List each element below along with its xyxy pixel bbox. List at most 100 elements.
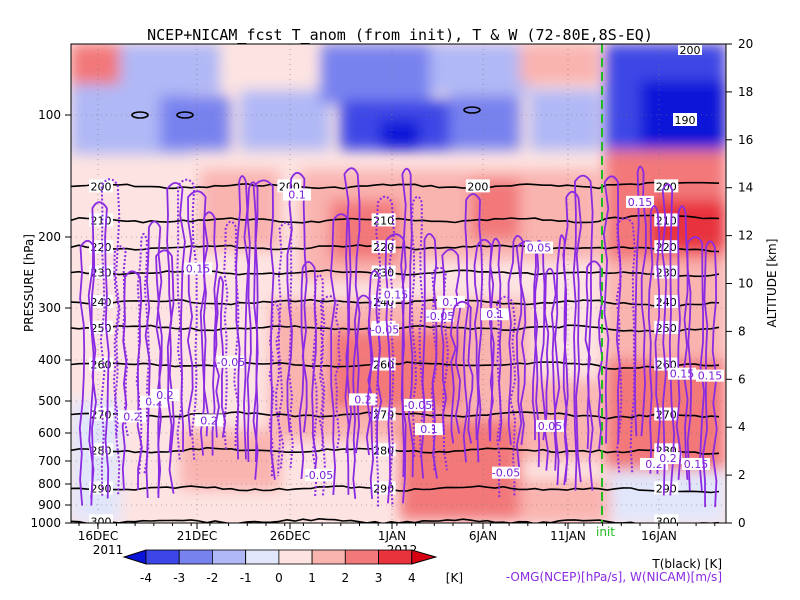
altitude-tick-label: 2 <box>738 468 746 482</box>
vertical-motion-contour <box>647 205 661 474</box>
isotherm-label: 290 <box>656 482 677 495</box>
vertical-motion-contour <box>400 167 415 478</box>
w-contour-label: 0.15 <box>698 370 723 383</box>
w-contour-label: -0.05 <box>217 356 245 369</box>
w-contour-label: 0.15 <box>684 458 709 471</box>
isotherm-label: 200 <box>656 180 677 193</box>
vertical-motion-contour <box>495 295 517 498</box>
w-contour-label: 0.15 <box>670 368 695 381</box>
isotherm-label: 230 <box>656 267 677 280</box>
isotherm-label: 300 <box>656 515 677 528</box>
vertical-motion-contour <box>374 195 396 507</box>
vertical-motion-contour <box>268 301 282 477</box>
colorbar-unit: [K] <box>446 571 463 585</box>
upper-contour <box>463 106 481 114</box>
year-label: 2011 <box>93 543 124 557</box>
w-contour-label: 0.2 <box>123 410 141 423</box>
vertical-motion-contour <box>602 175 622 444</box>
vertical-motion-contour <box>615 217 636 473</box>
isotherm-label-group: 200 <box>465 179 490 193</box>
altitude-tick-label: 10 <box>738 277 753 291</box>
pressure-tick-label: 500 <box>38 394 61 408</box>
isotherm-label-bg <box>89 179 113 193</box>
pressure-axis: 100 200 300 400 500 600 700 800 900 1000 <box>30 108 71 530</box>
w-contour-label: -0.05 <box>492 467 520 480</box>
time-tick-label: 21DEC <box>177 529 217 543</box>
w-label-group: -0.05 <box>371 323 399 337</box>
vertical-motion-contour <box>562 190 582 483</box>
w-label-group: 0.1 <box>481 308 509 321</box>
isotherm-label-group: 260 <box>371 357 396 372</box>
vertical-motion-contour <box>298 261 318 480</box>
isotherm-label: 300 <box>91 515 112 528</box>
vertical-motion-contour <box>543 267 557 471</box>
vertical-motion-contour <box>686 236 706 491</box>
isotherm-label: 260 <box>91 359 112 372</box>
colorbar-tick-label: 4 <box>408 571 416 585</box>
time-tick-label: 1JAN <box>378 529 406 543</box>
pressure-tick-label: 300 <box>38 301 61 315</box>
vertical-motion-contour <box>553 234 569 486</box>
vertical-motion-contour <box>572 174 594 491</box>
vertical-motion-contour <box>449 300 474 444</box>
colorbar-segment <box>245 549 280 565</box>
vertical-motion-contour <box>186 190 209 437</box>
vertical-motion-contour <box>286 171 308 433</box>
vertical-motion-contour <box>420 233 438 479</box>
vertical-motion-contour <box>515 240 541 468</box>
altitude-tick-label: 0 <box>738 516 746 530</box>
w-label-group: 0.15 <box>696 369 724 383</box>
isotherm-label-group: 230 <box>371 265 396 280</box>
colorbar-segment <box>278 549 313 565</box>
w-label-bg <box>525 241 553 254</box>
chart-title: NCEP+NICAM_fcst T_anom (from init), T & … <box>147 26 653 44</box>
w-contour-label: 0.15 <box>186 263 211 276</box>
isotherm-label-group: 230 <box>654 265 679 280</box>
vertical-motion-contour <box>235 175 250 460</box>
w-label-group: 0.2 <box>151 389 179 402</box>
w-contour-label: -0.05 <box>404 399 432 412</box>
colorbar-segment <box>211 549 246 565</box>
w-label-bg <box>151 389 179 402</box>
w-label-bg <box>415 423 443 436</box>
upper-label-bg <box>678 45 702 55</box>
isotherm-300 <box>71 517 720 523</box>
vertical-motion-contour <box>507 235 527 445</box>
w-label-group: 0.15 <box>626 195 654 209</box>
vertical-motion-contour <box>155 249 175 494</box>
w-label-bg <box>626 195 654 208</box>
upper-contour <box>131 111 149 119</box>
altitude-tick-label: 8 <box>738 324 746 338</box>
altitude-tick-label: 18 <box>738 85 753 99</box>
w-contour-label: 0.2 <box>659 452 677 465</box>
vertical-motion-contour <box>121 270 143 491</box>
w-contour-label: 0.05 <box>527 242 552 255</box>
vertical-motion-contour <box>661 183 676 496</box>
w-contour-label: 0.1 <box>442 296 460 309</box>
w-label-group: 0.2 <box>349 393 377 406</box>
isotherm-label-bg <box>654 240 679 254</box>
isotherm-label-group: 220 <box>654 240 679 254</box>
w-label-group: -0.05 <box>492 466 520 480</box>
isotherm-label-group: 300 <box>89 514 113 528</box>
vertical-motion-contour <box>634 165 647 437</box>
colorbar-tick-label: -2 <box>206 571 218 585</box>
w-contour-label: 0.15 <box>384 288 409 301</box>
isotherm-label-bg <box>654 320 679 334</box>
colorbar-segment <box>145 549 180 565</box>
w-label-group: 0.1 <box>415 423 443 436</box>
isotherm-label-bg <box>465 179 490 193</box>
pressure-tick-label: 200 <box>38 230 61 244</box>
vertical-motion-contour <box>277 221 294 469</box>
vertical-motion-contour <box>473 238 495 441</box>
w-label-group: 0.05 <box>536 419 564 433</box>
w-label-bg <box>481 308 509 321</box>
w-label-group: -0.05 <box>426 309 454 323</box>
vertical-motion-contour <box>462 193 484 463</box>
pressure-tick-label: 1000 <box>30 516 61 530</box>
isotherm-label-group: 210 <box>371 213 396 227</box>
colorbar-tick-label: 3 <box>375 571 383 585</box>
w-contour-label: 0.1 <box>288 189 306 202</box>
pressure-tick-label: 100 <box>38 108 61 122</box>
